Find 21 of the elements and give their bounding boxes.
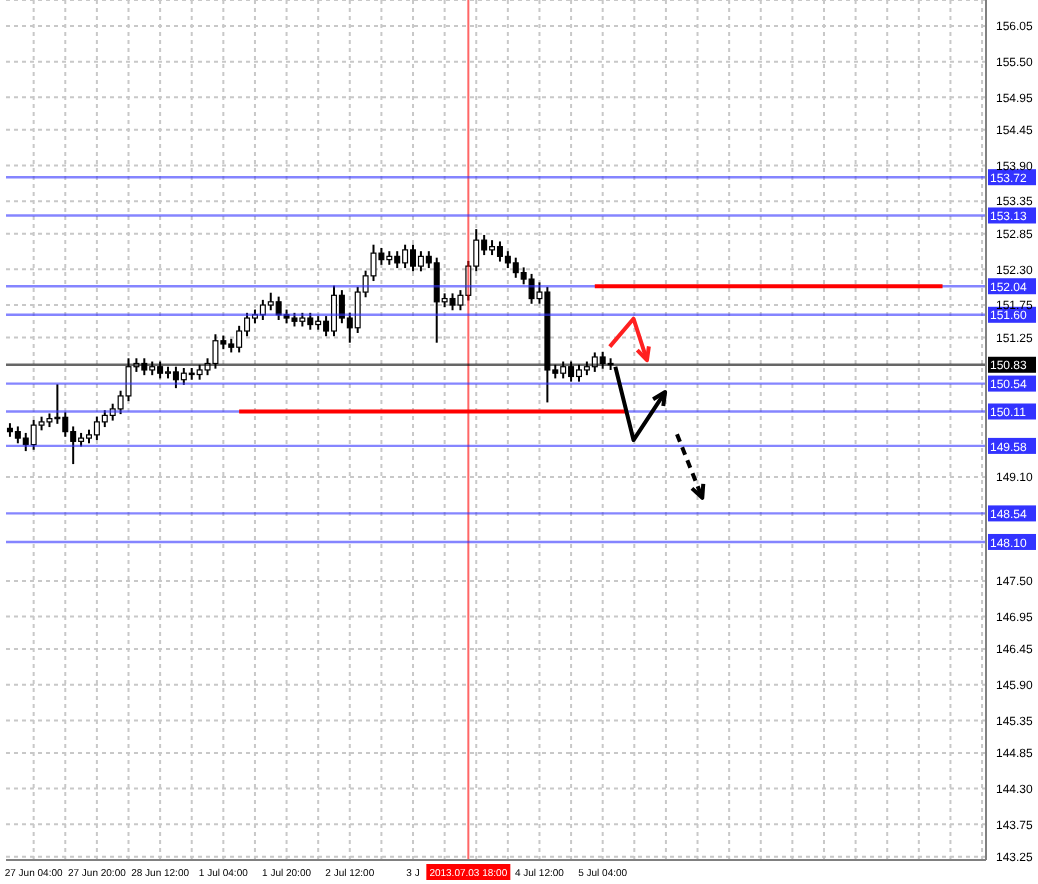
candlestick: [259, 298, 266, 321]
candlestick: [591, 351, 598, 373]
candlestick: [402, 243, 409, 270]
candlestick: [496, 240, 503, 263]
candlestick: [275, 295, 282, 321]
candlestick: [93, 415, 100, 442]
candlestick: [172, 365, 179, 390]
candlestick: [417, 250, 424, 273]
candlestick: [30, 418, 37, 451]
candlestick: [410, 243, 417, 273]
candlestick: [568, 360, 575, 383]
candlestick: [236, 324, 243, 354]
candlestick: [433, 256, 440, 344]
candlestick: [62, 411, 69, 438]
candlestick: [70, 425, 77, 466]
candlestick: [330, 284, 337, 338]
candlestick: [22, 431, 29, 453]
candlestick: [212, 333, 219, 370]
candlestick: [512, 256, 519, 279]
candlestick: [338, 289, 345, 325]
candlestick: [528, 272, 535, 305]
